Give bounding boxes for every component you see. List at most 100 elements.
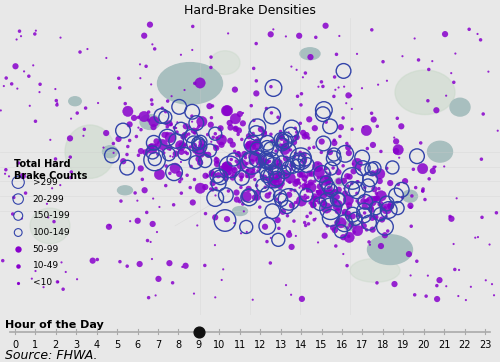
Point <box>166 260 173 266</box>
Point <box>198 119 206 125</box>
Point <box>276 160 283 165</box>
Point <box>136 75 144 81</box>
Point <box>432 108 440 113</box>
Point <box>252 130 260 136</box>
Point <box>229 142 237 148</box>
Point <box>311 125 319 131</box>
Point <box>0 258 7 264</box>
Point <box>22 190 30 196</box>
Point <box>394 181 402 187</box>
Point <box>166 135 174 140</box>
Point <box>316 190 324 195</box>
Text: 3: 3 <box>73 340 80 350</box>
Point <box>419 188 427 194</box>
Point <box>192 120 200 126</box>
Point <box>230 220 238 226</box>
Point <box>264 223 272 229</box>
Point <box>398 187 406 193</box>
Point <box>337 228 345 234</box>
Point <box>300 186 308 192</box>
Point <box>345 235 353 240</box>
Point <box>43 201 51 207</box>
Point <box>209 187 217 193</box>
Point <box>219 266 227 272</box>
Point <box>208 139 216 145</box>
Point <box>309 202 317 208</box>
Point <box>46 137 54 143</box>
Point <box>332 243 340 249</box>
Point <box>335 187 343 193</box>
Point <box>176 179 184 185</box>
Point <box>216 125 224 131</box>
Point <box>406 273 414 278</box>
Point <box>334 197 342 202</box>
Point <box>48 185 56 191</box>
Point <box>94 257 102 262</box>
Point <box>354 228 362 233</box>
Point <box>302 179 310 185</box>
Point <box>296 150 304 155</box>
Point <box>344 211 352 216</box>
Point <box>354 179 362 185</box>
Point <box>314 161 322 167</box>
Point <box>364 205 372 211</box>
Point <box>333 222 341 228</box>
Point <box>166 147 174 153</box>
Point <box>182 149 190 155</box>
Point <box>240 209 248 214</box>
Point <box>368 27 376 33</box>
Point <box>126 218 134 224</box>
Point <box>303 214 311 219</box>
Point <box>273 138 281 144</box>
Point <box>158 142 166 147</box>
Point <box>245 194 253 200</box>
Point <box>119 128 127 134</box>
Point <box>243 173 251 179</box>
Point <box>264 159 272 165</box>
Point <box>360 223 368 229</box>
Point <box>136 261 143 267</box>
Point <box>182 123 190 129</box>
Point <box>217 164 225 170</box>
Point <box>254 139 262 144</box>
Ellipse shape <box>395 70 455 114</box>
Point <box>18 216 26 222</box>
Point <box>494 128 500 134</box>
Point <box>348 106 356 112</box>
Point <box>166 153 174 159</box>
Point <box>224 164 232 170</box>
Point <box>264 166 272 172</box>
Point <box>244 168 252 173</box>
Point <box>357 213 365 219</box>
Point <box>263 144 271 150</box>
Point <box>180 151 188 157</box>
Point <box>100 145 108 151</box>
Point <box>248 297 256 303</box>
Point <box>408 193 416 199</box>
Point <box>158 113 166 119</box>
Point <box>192 129 200 135</box>
Point <box>73 276 81 282</box>
Point <box>32 28 40 34</box>
Point <box>212 155 220 161</box>
Point <box>353 198 361 204</box>
Point <box>32 118 40 124</box>
Point <box>294 93 302 99</box>
Point <box>368 207 376 213</box>
Point <box>142 210 150 215</box>
Point <box>360 198 368 204</box>
Point <box>218 137 226 143</box>
Point <box>300 220 308 226</box>
Point <box>299 130 307 136</box>
Point <box>390 281 398 287</box>
Point <box>328 194 336 199</box>
Point <box>186 185 194 190</box>
Point <box>222 192 230 198</box>
Text: 4: 4 <box>94 340 100 350</box>
Point <box>340 251 347 257</box>
Point <box>337 220 345 226</box>
Point <box>266 190 274 196</box>
Point <box>302 182 310 188</box>
Point <box>226 164 234 170</box>
Point <box>162 109 170 114</box>
